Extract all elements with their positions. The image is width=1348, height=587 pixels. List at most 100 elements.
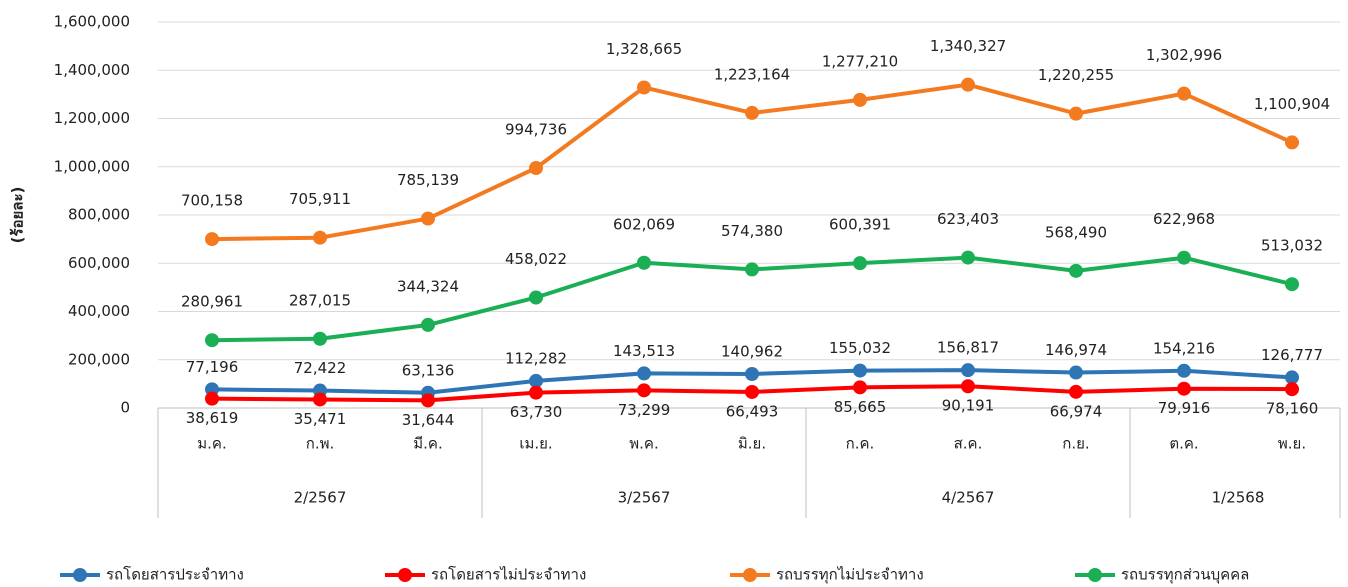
point [961,379,975,394]
point [1285,277,1299,292]
legend-marker [1088,568,1102,582]
point [853,256,867,271]
point [1177,363,1191,378]
point [529,373,543,388]
point [637,366,651,381]
point [1177,86,1191,101]
data-label: 1,277,210 [822,52,898,70]
data-label: 143,513 [613,342,675,360]
point [961,363,975,378]
data-label: 1,328,665 [606,40,682,58]
point [1177,250,1191,265]
legend-marker [73,568,87,582]
data-label: 85,665 [834,398,887,416]
point [745,105,759,120]
point [1285,370,1299,385]
data-label: 126,777 [1261,346,1323,364]
point [1069,365,1083,380]
legend-marker [398,568,412,582]
point [529,290,543,305]
legend-label: รถบรรทุกส่วนบุคคล [1121,566,1249,585]
data-label: 146,974 [1045,341,1107,359]
legend-label: รถโดยสารไม่ประจำทาง [431,566,586,584]
data-label: 63,136 [402,361,455,379]
x-tick-label: พ.ย. [1278,435,1306,453]
data-label: 78,160 [1266,400,1319,418]
data-label: 600,391 [829,216,891,234]
x-tick-label: มี.ค. [413,435,442,453]
point [1069,384,1083,399]
data-label: 1,100,904 [1254,95,1330,113]
data-label: 1,302,996 [1146,46,1222,64]
point [961,250,975,265]
data-label: 574,380 [721,222,783,240]
series: 700,158 705,911 785,139 994,736 1,328,665 1,2… [181,37,1330,247]
data-label: 79,916 [1158,399,1211,417]
x-tick-label: ก.พ. [306,435,335,453]
y-tick-label: 600,000 [68,254,130,272]
y-tick-label: 0 [120,399,130,417]
data-label: 623,403 [937,210,999,228]
point [1285,135,1299,150]
y-axis-label: (ร้อยละ) [9,187,27,244]
y-tick-label: 200,000 [68,350,130,368]
x-tick-label: ก.ย. [1062,435,1089,453]
point [853,363,867,378]
point [637,383,651,398]
x-tick-label: พ.ค. [629,435,658,453]
point [313,230,327,245]
data-label: 513,032 [1261,237,1323,255]
point [421,393,435,408]
group-label: 2/2567 [294,489,347,507]
point [529,161,543,176]
data-label: 287,015 [289,291,351,309]
data-label: 280,961 [181,293,243,311]
data-label: 66,493 [726,402,779,420]
x-tick-label: เม.ย. [519,435,552,453]
point [205,391,219,406]
point [1177,381,1191,396]
point [853,380,867,395]
x-tick-label: ต.ค. [1169,435,1198,453]
point [853,92,867,107]
data-label: 1,340,327 [930,37,1006,55]
legend-marker [743,568,757,582]
data-label: 785,139 [397,171,459,189]
point [421,317,435,332]
x-tick-label: มิ.ย. [738,435,766,453]
point [205,232,219,247]
data-label: 38,619 [186,409,239,427]
x-tick-label: ม.ค. [197,435,226,453]
data-label: 622,968 [1153,210,1215,228]
data-label: 72,422 [294,359,347,377]
point [205,333,219,348]
data-label: 705,911 [289,190,351,208]
data-label: 994,736 [505,121,567,139]
x-tick-label: ส.ค. [954,435,983,453]
point [1069,106,1083,121]
point [961,77,975,92]
point [745,366,759,381]
data-label: 77,196 [186,358,239,376]
legend-label: รถบรรทุกไม่ประจำทาง [776,566,924,585]
data-label: 31,644 [402,411,455,429]
group-label: 1/2568 [1212,489,1265,507]
point [421,211,435,226]
y-tick-label: 1,400,000 [54,61,130,79]
point [637,80,651,95]
point [313,392,327,407]
data-label: 156,817 [937,339,999,357]
legend-label: รถโดยสารประจำทาง [106,566,244,584]
series: 77,196 72,422 63,136 112,282 143,513 140,962 1… [186,339,1323,400]
data-label: 140,962 [721,342,783,360]
data-label: 602,069 [613,215,675,233]
point [745,262,759,277]
data-label: 155,032 [829,339,891,357]
point [313,331,327,346]
series: 280,961 287,015 344,324 458,022 602,069 574,3… [181,210,1323,348]
point [1285,382,1299,397]
y-tick-label: 1,000,000 [54,157,130,175]
point [637,255,651,270]
y-tick-label: 800,000 [68,206,130,224]
